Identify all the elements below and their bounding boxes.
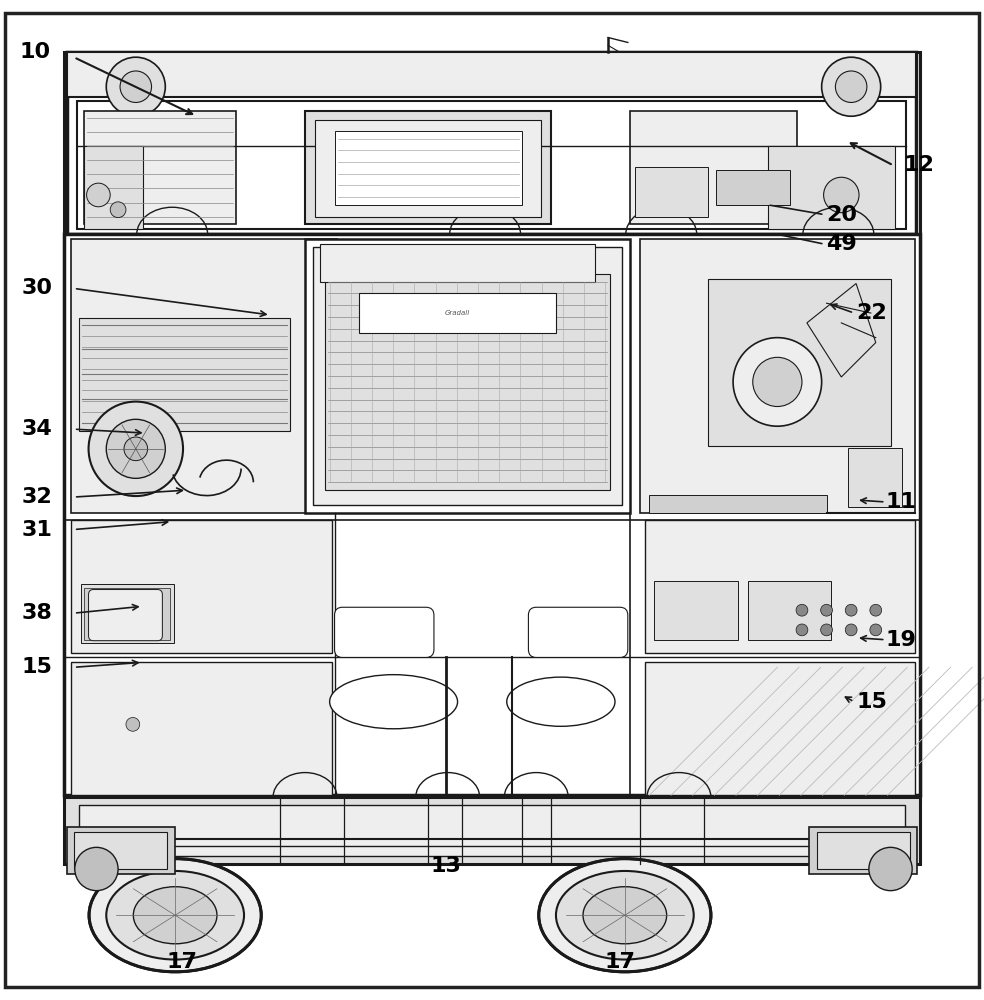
Circle shape bbox=[822, 57, 881, 116]
Bar bbox=[77, 101, 906, 229]
Bar bbox=[649, 495, 827, 513]
Bar bbox=[79, 318, 290, 431]
Ellipse shape bbox=[89, 859, 261, 972]
Bar bbox=[64, 52, 920, 800]
Text: 13: 13 bbox=[430, 856, 461, 876]
Polygon shape bbox=[807, 284, 876, 377]
Bar bbox=[305, 239, 630, 513]
Text: 11: 11 bbox=[886, 492, 917, 512]
Circle shape bbox=[796, 604, 808, 616]
Circle shape bbox=[124, 437, 148, 461]
Bar bbox=[645, 520, 915, 653]
Bar bbox=[64, 234, 920, 795]
Text: 15: 15 bbox=[856, 692, 887, 712]
Text: 17: 17 bbox=[166, 952, 198, 972]
Bar bbox=[635, 167, 708, 217]
Bar bbox=[335, 131, 522, 205]
Bar bbox=[67, 827, 175, 874]
Circle shape bbox=[106, 57, 165, 116]
Bar bbox=[768, 146, 895, 229]
Text: 22: 22 bbox=[856, 303, 887, 323]
Text: 12: 12 bbox=[903, 155, 934, 175]
Bar bbox=[630, 111, 797, 224]
Ellipse shape bbox=[507, 677, 615, 726]
Bar bbox=[71, 662, 332, 795]
FancyBboxPatch shape bbox=[335, 607, 434, 657]
Bar bbox=[84, 588, 170, 640]
Bar bbox=[359, 293, 556, 333]
Bar bbox=[74, 832, 167, 869]
Text: 20: 20 bbox=[827, 205, 858, 225]
Circle shape bbox=[821, 604, 832, 616]
Bar bbox=[71, 520, 332, 653]
Ellipse shape bbox=[134, 887, 216, 944]
FancyBboxPatch shape bbox=[528, 607, 628, 657]
Circle shape bbox=[821, 624, 832, 636]
Bar bbox=[84, 146, 143, 229]
Bar bbox=[748, 581, 831, 640]
Bar bbox=[817, 832, 910, 869]
Bar bbox=[305, 111, 551, 224]
Circle shape bbox=[89, 402, 183, 496]
Circle shape bbox=[824, 177, 859, 213]
Circle shape bbox=[869, 847, 912, 891]
Circle shape bbox=[75, 847, 118, 891]
Bar bbox=[640, 239, 915, 513]
Ellipse shape bbox=[583, 887, 667, 944]
Bar bbox=[654, 581, 738, 640]
Bar bbox=[315, 120, 541, 217]
Bar bbox=[848, 448, 902, 507]
Circle shape bbox=[845, 624, 857, 636]
Bar bbox=[320, 244, 595, 282]
Bar bbox=[708, 279, 891, 446]
Circle shape bbox=[120, 71, 152, 102]
Circle shape bbox=[126, 717, 140, 731]
Bar bbox=[81, 584, 174, 643]
Text: 31: 31 bbox=[22, 520, 52, 540]
Bar bbox=[64, 797, 920, 864]
Bar bbox=[67, 52, 916, 97]
Text: 32: 32 bbox=[22, 487, 52, 507]
Text: 34: 34 bbox=[22, 419, 52, 439]
Circle shape bbox=[845, 604, 857, 616]
Circle shape bbox=[753, 357, 802, 407]
Ellipse shape bbox=[330, 675, 458, 729]
Bar bbox=[809, 827, 917, 874]
Bar bbox=[84, 111, 236, 224]
Text: 49: 49 bbox=[827, 234, 857, 254]
Text: 10: 10 bbox=[20, 42, 51, 62]
FancyBboxPatch shape bbox=[89, 590, 162, 641]
Ellipse shape bbox=[539, 859, 711, 972]
Ellipse shape bbox=[556, 871, 694, 960]
Bar bbox=[313, 247, 622, 505]
Circle shape bbox=[870, 624, 882, 636]
Bar bbox=[67, 52, 916, 234]
Text: 17: 17 bbox=[604, 952, 636, 972]
Ellipse shape bbox=[106, 871, 244, 960]
Text: 38: 38 bbox=[22, 603, 52, 623]
Bar bbox=[79, 805, 905, 856]
Circle shape bbox=[106, 419, 165, 478]
Text: Gradall: Gradall bbox=[445, 310, 470, 316]
Circle shape bbox=[110, 202, 126, 218]
Circle shape bbox=[87, 183, 110, 207]
Circle shape bbox=[733, 338, 822, 426]
Circle shape bbox=[870, 604, 882, 616]
Circle shape bbox=[835, 71, 867, 102]
Bar bbox=[645, 662, 915, 795]
Bar bbox=[71, 239, 337, 513]
Text: 15: 15 bbox=[22, 657, 52, 677]
Text: 19: 19 bbox=[886, 630, 916, 650]
Circle shape bbox=[796, 624, 808, 636]
Text: 30: 30 bbox=[22, 278, 53, 298]
Bar bbox=[716, 170, 790, 205]
Bar bbox=[325, 274, 610, 490]
